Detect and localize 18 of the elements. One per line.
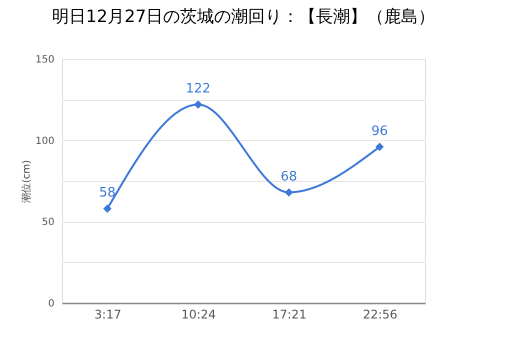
y-tick-label: 50	[42, 217, 54, 228]
point	[194, 100, 202, 109]
point	[375, 142, 384, 152]
data-label: 68	[280, 169, 298, 184]
y-tick-label: 150	[35, 54, 54, 66]
data-label: 58	[99, 186, 116, 201]
y-tick-label: 100	[35, 136, 54, 147]
point	[284, 188, 294, 197]
x-tick-label: 3:17	[94, 308, 122, 322]
chart-title: 明日12月27日の茨城の潮回り：【長潮】（鹿島）	[52, 7, 436, 27]
data-label: 96	[371, 124, 388, 139]
y-axis-title: 潮位(cm)	[20, 160, 32, 204]
data-label: 122	[186, 82, 211, 97]
point	[103, 204, 112, 213]
x-tick-label: 17:21	[272, 308, 307, 322]
x-tick-label: 22:56	[362, 308, 398, 322]
y-tick-label: 0	[48, 298, 54, 310]
x-tick-label: 10:24	[181, 308, 216, 322]
